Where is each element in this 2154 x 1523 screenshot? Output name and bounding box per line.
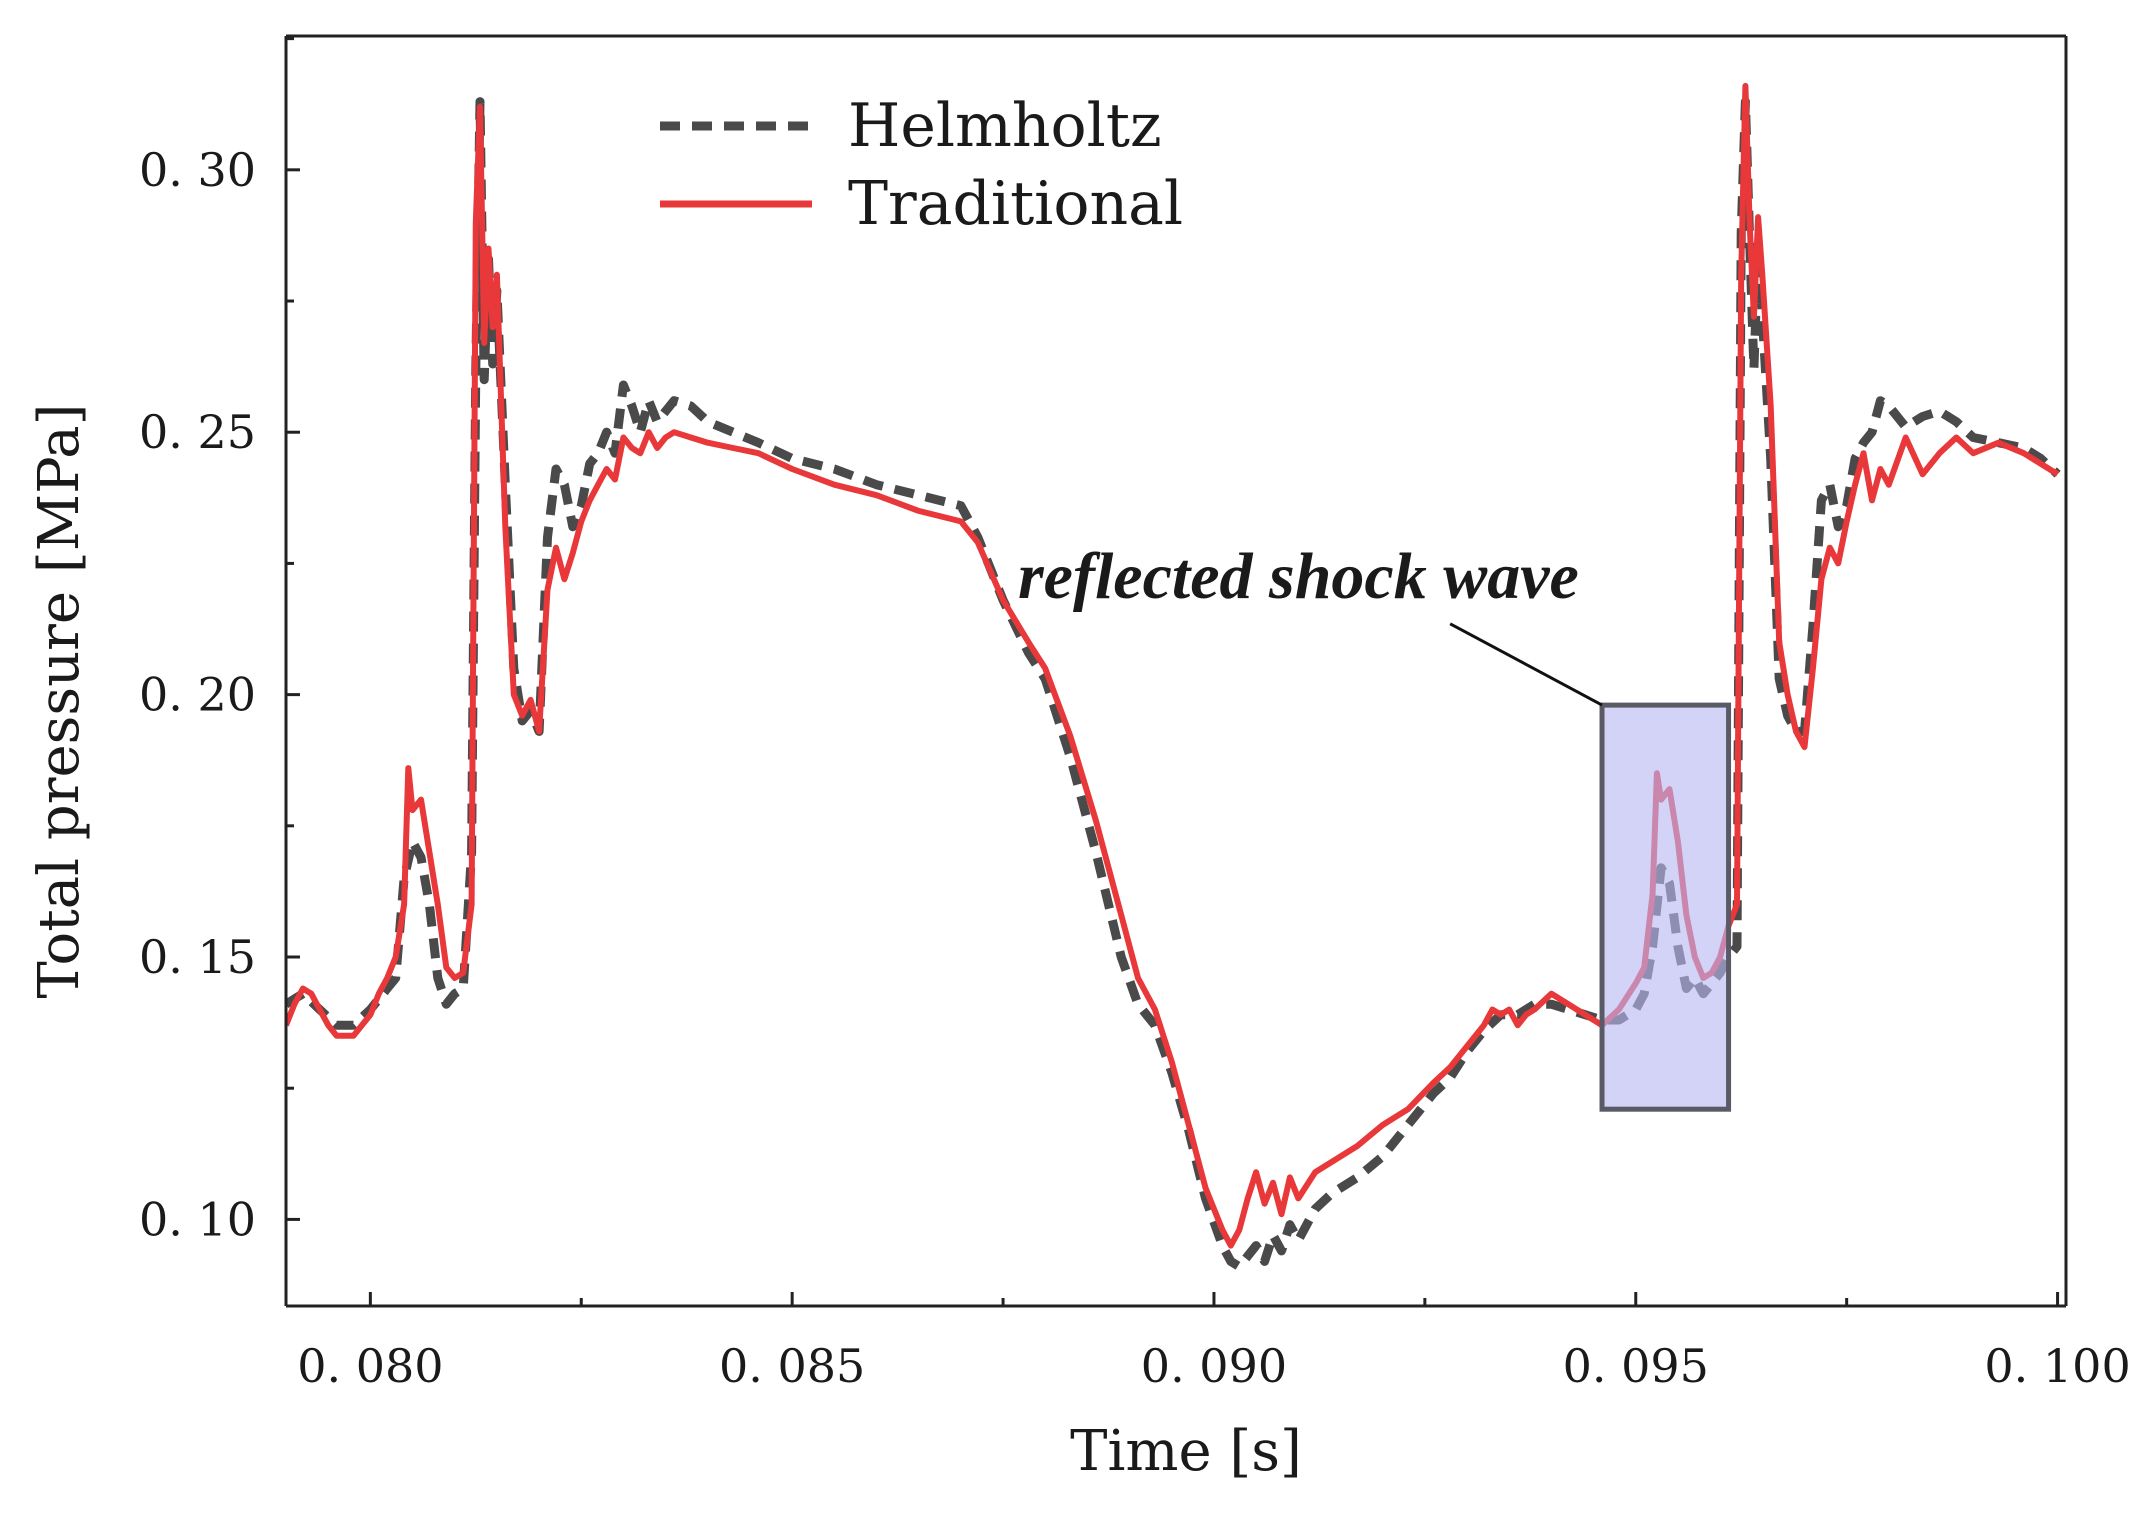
x-tick-label: 0. 085 — [719, 1339, 865, 1393]
axis-labels: Time [s] Total pressure [MPa] — [27, 404, 1302, 1484]
reflected-shock-annotation: reflected shock wave — [1018, 540, 1732, 1112]
plot-lines — [286, 82, 2061, 1272]
y-tick-label: 0. 25 — [139, 405, 256, 459]
y-tick-label: 0. 20 — [139, 668, 256, 722]
y-tick-label: 0. 30 — [139, 143, 256, 197]
y-tick-label: 0. 10 — [139, 1192, 256, 1246]
y-tick-label: 0. 15 — [139, 930, 256, 984]
x-tick-label: 0. 100 — [1984, 1339, 2130, 1393]
x-tick-label: 0. 095 — [1563, 1339, 1709, 1393]
legend-label-traditional: Traditional — [848, 169, 1183, 239]
highlight-box — [1599, 702, 1732, 1112]
legend-label-helmholtz: Helmholtz — [848, 91, 1162, 161]
annotation-pointer-line — [1449, 622, 1603, 707]
x-tick-label: 0. 090 — [1141, 1339, 1287, 1393]
series-line-traditional — [286, 82, 2060, 1249]
legend: Helmholtz Traditional — [660, 91, 1183, 239]
annotation-label: reflected shock wave — [1018, 540, 1579, 613]
x-tick-label: 0. 080 — [297, 1339, 443, 1393]
x-axis-title: Time [s] — [1070, 1419, 1302, 1484]
y-axis-title: Total pressure [MPa] — [27, 404, 92, 999]
series-line-helmholtz — [286, 97, 2061, 1272]
ticks: 0. 10 0. 15 0. 20 0. 25 0. 30 0. 080 0. 085 0. … — [139, 37, 2131, 1393]
